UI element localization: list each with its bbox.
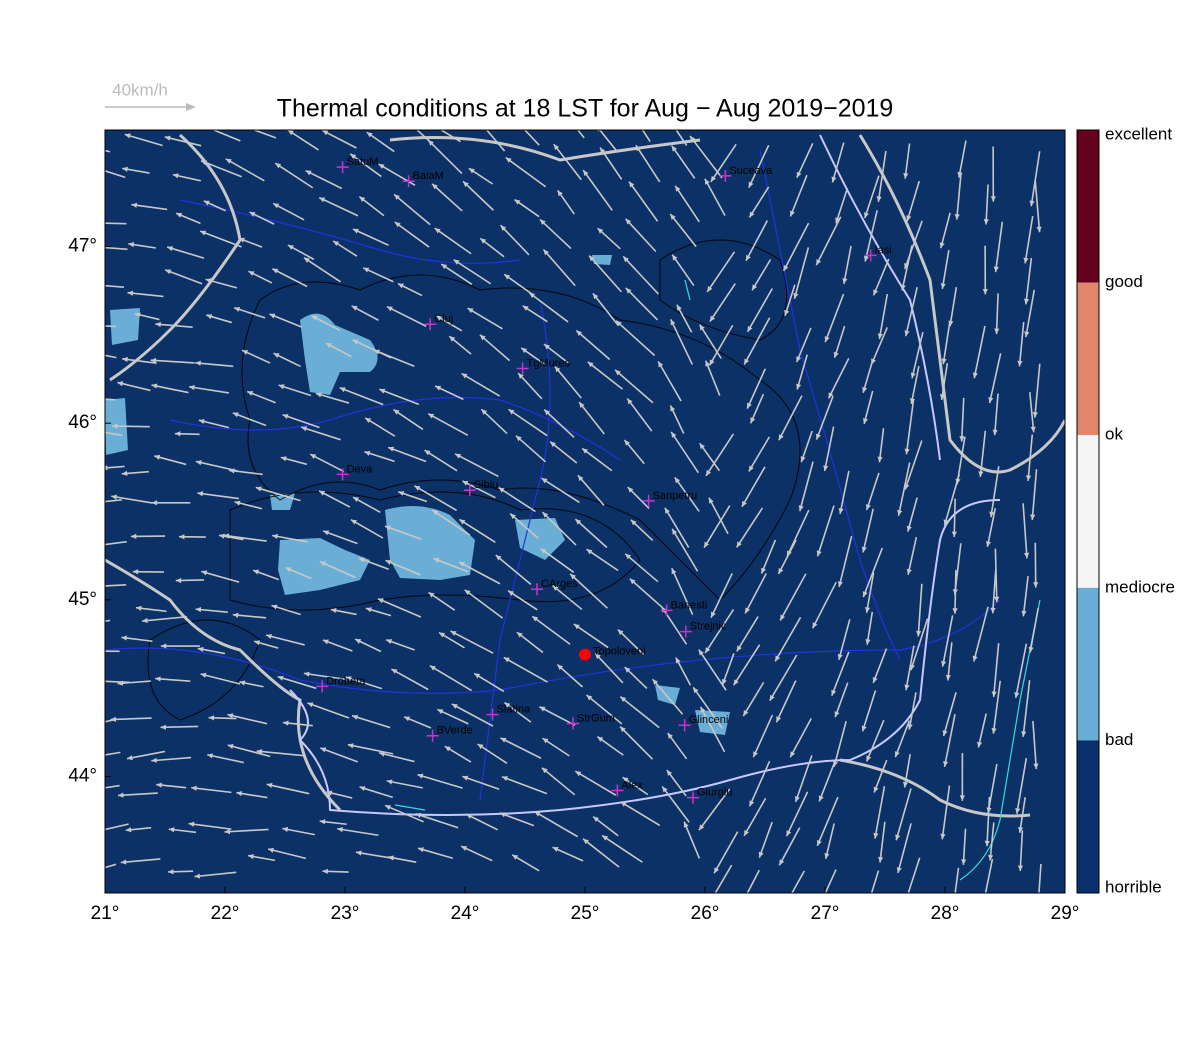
wind-arrow-head	[87, 350, 93, 355]
legend: excellent good ok mediocre bad horrible	[1077, 124, 1175, 896]
place-label: Drobeta	[326, 675, 366, 687]
y-tick-label: 45°	[68, 589, 97, 610]
wind-arrow-head	[739, 903, 744, 909]
wind-arrow	[955, 570, 956, 614]
highlight-marker	[579, 649, 591, 661]
place-label: BVerde	[437, 725, 473, 737]
x-tick-label: 27°	[811, 903, 840, 924]
wind-arrow-head	[902, 904, 907, 910]
place-label: Slatina	[497, 704, 532, 716]
y-tick-label: 46°	[68, 412, 97, 433]
place-label: Giurgiu	[697, 787, 732, 799]
wind-arrow-head	[81, 282, 87, 287]
wind-scale-arrow	[105, 103, 196, 111]
wind-arrow	[161, 726, 199, 727]
place-label: Sibiu	[474, 479, 498, 491]
wind-arrow-head	[980, 907, 985, 913]
wind-arrow-head	[80, 322, 86, 327]
place-label: Glinceni	[689, 714, 729, 726]
wind-arrow-head	[711, 895, 716, 901]
x-tick-label: 22°	[211, 903, 240, 924]
wind-arrow-head	[97, 679, 103, 684]
wind-arrow-head	[86, 869, 92, 874]
wind-arrow-head	[89, 787, 95, 792]
wind-arrow	[112, 426, 150, 427]
wind-arrow-head	[99, 168, 105, 173]
legend-swatch	[1077, 740, 1099, 893]
wind-arrow-head	[84, 145, 90, 150]
wind-arrow-head	[821, 896, 826, 902]
x-tick-label: 21°	[91, 903, 120, 924]
legend-label: good	[1105, 272, 1143, 291]
wind-arrow-head	[93, 396, 99, 401]
legend-label: bad	[1105, 730, 1133, 749]
legend-swatch	[1077, 435, 1099, 588]
y-tick-label: 47°	[68, 236, 97, 257]
place-label: Cluj	[434, 313, 453, 325]
place-label: Sanpetru	[653, 490, 698, 502]
place-label: TgMures	[527, 357, 571, 369]
wind-arrow-head	[85, 755, 91, 760]
x-tick-label: 23°	[331, 903, 360, 924]
x-tick-label: 24°	[451, 903, 480, 924]
wind-arrow	[954, 499, 955, 537]
wind-arrow-head	[76, 648, 81, 653]
place-label: Banesti	[671, 599, 708, 611]
chart-title: Thermal conditions at 18 LST for Aug − A…	[277, 95, 894, 123]
place-label: Strejnic	[690, 621, 727, 633]
place-label: BaiaM	[413, 170, 444, 182]
place-label: StrGum	[577, 712, 615, 724]
legend-swatch	[1077, 130, 1099, 283]
wind-arrow-head	[73, 623, 79, 628]
highlight-label: Topoloveni	[593, 645, 646, 657]
legend-label: ok	[1105, 425, 1123, 444]
x-tick-label: 28°	[931, 903, 960, 924]
place-label: Suceava	[729, 165, 773, 177]
wind-arrow-head	[862, 916, 867, 922]
place-label: Iasi	[875, 244, 892, 256]
x-tick-label: 25°	[571, 903, 600, 924]
wind-arrow-head	[84, 501, 90, 506]
wind-arrow	[89, 223, 126, 224]
place-label: Alex	[621, 779, 643, 791]
legend-swatch	[1077, 283, 1099, 436]
place-label: SatuM	[347, 156, 379, 168]
y-tick-label: 44°	[68, 765, 97, 786]
legend-label: horrible	[1105, 877, 1162, 896]
wind-arrow-head	[89, 220, 94, 225]
legend-swatch	[1077, 588, 1099, 741]
wind-arrow-head	[79, 724, 85, 729]
wind-arrow-head	[96, 828, 102, 833]
place-label: CArges	[541, 578, 578, 590]
x-tick-label: 26°	[691, 903, 720, 924]
x-tick-label: 29°	[1051, 903, 1080, 924]
legend-label: mediocre	[1105, 577, 1175, 596]
wind-arrow-head	[83, 544, 89, 549]
wind-arrow-head	[781, 906, 786, 912]
place-label: Deva	[347, 463, 374, 475]
wind-scale-label: 40km/h	[112, 80, 168, 99]
legend-label: excellent	[1105, 124, 1172, 143]
map-background	[105, 130, 1065, 893]
wind-arrow-head	[1036, 900, 1041, 906]
